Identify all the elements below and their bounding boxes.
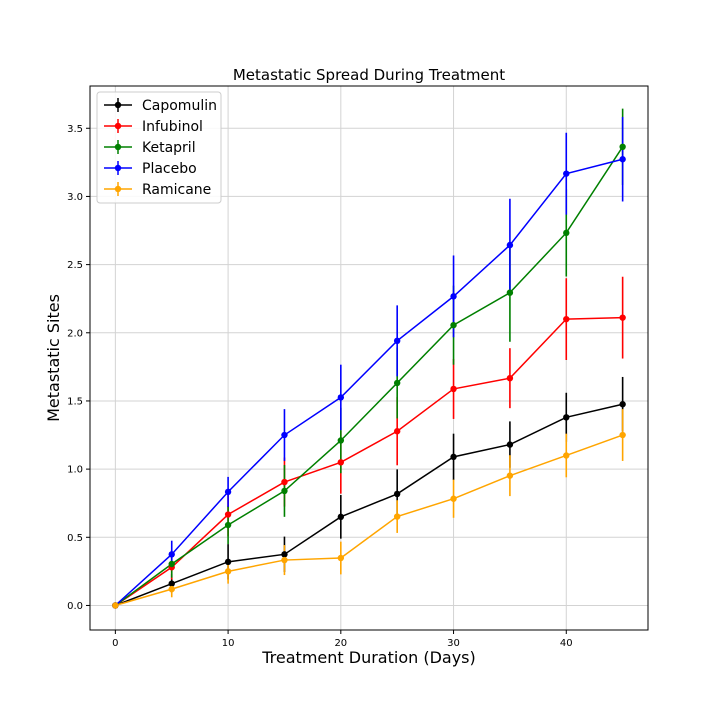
legend-label: Ketapril	[142, 140, 196, 156]
data-point-placebo	[168, 551, 175, 558]
data-point-placebo	[619, 156, 626, 163]
data-point-capomulin	[168, 580, 175, 587]
x-axis-label: Treatment Duration (Days)	[261, 648, 476, 667]
data-point-ketapril	[393, 379, 401, 387]
data-point-ramicane	[506, 472, 514, 479]
data-point-placebo	[337, 394, 345, 401]
legend-marker	[114, 143, 122, 151]
data-point-capomulin	[450, 453, 457, 461]
data-point-infubinol	[506, 374, 514, 382]
data-point-ramicane	[393, 513, 401, 520]
x-tick-label: 20	[334, 638, 347, 649]
legend-marker	[114, 185, 122, 193]
chart-title: Metastatic Spread During Treatment	[233, 66, 505, 84]
legend-label: Placebo	[142, 161, 197, 177]
x-tick-label: 30	[447, 638, 460, 649]
y-tick-label: 0.5	[67, 533, 83, 544]
data-point-infubinol	[393, 428, 401, 435]
x-tick-label: 10	[222, 638, 235, 649]
legend-marker	[114, 164, 122, 172]
data-point-ketapril	[450, 321, 457, 329]
y-tick-label: 1.0	[67, 465, 83, 476]
y-axis-ticks: 0.0 0.5 1.0 1.5 2.0 2.5 3.0 3.5	[67, 124, 90, 612]
data-point-capomulin	[619, 401, 626, 408]
legend-item-ramicane: Ramicane	[104, 182, 211, 198]
data-point-ketapril	[506, 289, 514, 296]
data-point-ramicane	[224, 568, 232, 575]
data-point-capomulin	[393, 490, 401, 498]
data-point-ketapril	[337, 437, 345, 444]
data-point-placebo	[393, 337, 401, 345]
legend-label: Ramicane	[142, 182, 211, 198]
y-tick-label: 3.5	[67, 124, 83, 135]
x-axis-ticks: 0 10 20 30 40	[112, 630, 573, 649]
data-point-placebo	[224, 488, 232, 496]
series-lines	[114, 146, 624, 607]
y-tick-label: 0.0	[67, 601, 83, 612]
y-axis-label: Metastatic Sites	[44, 294, 63, 422]
series-line-ramicane	[115, 434, 623, 607]
legend-item-ketapril: Ketapril	[104, 140, 196, 156]
data-point-capomulin	[563, 414, 570, 421]
data-point-capomulin	[281, 551, 288, 558]
series-line-infubinol	[114, 316, 623, 607]
series-line-capomulin	[115, 403, 623, 607]
legend-item-capomulin: Capomulin	[104, 98, 217, 114]
data-point-ramicane	[563, 452, 570, 459]
data-point-infubinol	[224, 511, 232, 518]
data-point-placebo	[506, 241, 514, 249]
data-point-placebo	[450, 293, 457, 300]
data-point-ketapril	[281, 487, 288, 495]
data-point-ketapril	[224, 521, 232, 529]
data-point-capomulin	[337, 513, 345, 521]
x-tick-label: 40	[560, 638, 573, 649]
legend-marker	[114, 101, 122, 109]
legend: Capomulin Infubinol Ketapril Placebo Ramican…	[96, 91, 222, 204]
legend-marker	[114, 122, 122, 130]
data-point-ramicane	[619, 431, 626, 439]
data-point-ramicane	[337, 554, 345, 562]
data-point-capomulin	[506, 441, 514, 448]
data-point-infubinol	[281, 478, 288, 486]
legend-label: Infubinol	[142, 119, 203, 135]
data-point-infubinol	[337, 459, 345, 466]
data-points	[112, 143, 626, 609]
plot-frame	[89, 85, 649, 631]
data-point-ketapril	[563, 229, 570, 237]
data-point-ramicane	[281, 556, 288, 564]
y-tick-label: 2.5	[67, 260, 83, 271]
y-tick-label: 2.0	[67, 328, 83, 339]
y-tick-label: 3.0	[67, 192, 83, 203]
y-tick-label: 1.5	[67, 396, 83, 407]
data-point-ketapril	[168, 560, 175, 568]
legend-item-placebo: Placebo	[104, 161, 197, 177]
data-point-infubinol	[619, 314, 626, 321]
legend-label: Capomulin	[142, 98, 217, 114]
data-point-ramicane	[112, 602, 119, 609]
data-point-capomulin	[224, 558, 232, 566]
legend-item-infubinol: Infubinol	[104, 119, 203, 135]
data-point-ramicane	[450, 495, 457, 502]
series-line-ketapril	[114, 146, 624, 607]
data-point-infubinol	[450, 385, 457, 393]
legend-box	[96, 91, 222, 204]
data-point-infubinol	[563, 315, 570, 323]
series-line-placebo	[114, 158, 623, 607]
x-tick-label: 0	[112, 638, 118, 649]
data-point-ramicane	[168, 585, 175, 593]
data-point-placebo	[563, 170, 570, 177]
data-point-ketapril	[619, 143, 626, 151]
error-bars	[170, 108, 624, 598]
data-point-placebo	[281, 431, 288, 439]
